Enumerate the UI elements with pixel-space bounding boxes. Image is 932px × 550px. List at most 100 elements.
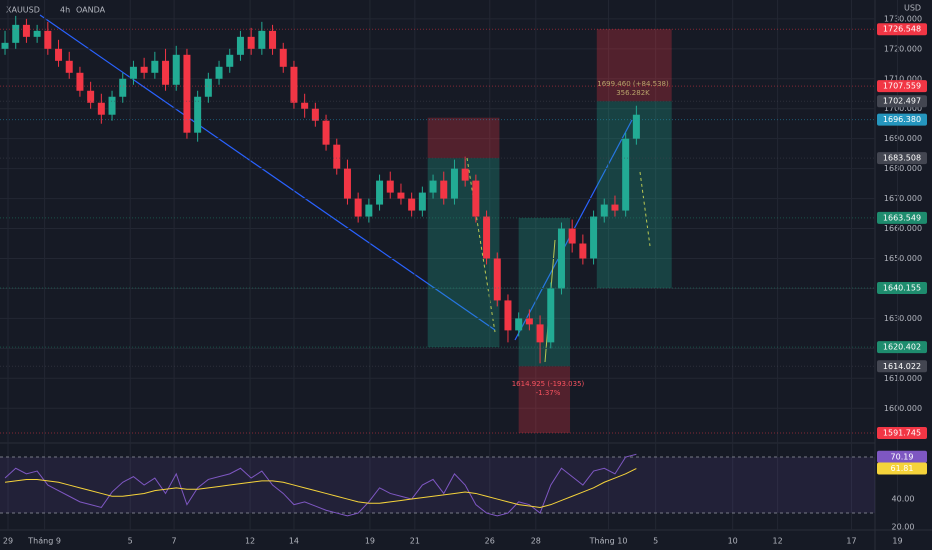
candle-body [55, 48, 63, 61]
candle-body [301, 102, 309, 109]
x-tick-label: 10 [728, 537, 738, 546]
candle-body [204, 78, 212, 97]
candle-body [343, 168, 351, 199]
price-tag-label: 1591.745 [883, 428, 921, 437]
candle-body [525, 318, 533, 325]
y-tick-label: 1690.000 [884, 134, 922, 143]
candle-body [108, 96, 116, 115]
price-tag [877, 426, 927, 439]
rsi-ma [4, 468, 637, 508]
candle-body [493, 258, 501, 301]
annotation: 1614.925 (-193.035) [512, 380, 585, 388]
candle-body [386, 180, 394, 193]
annotation: 356.282K [616, 89, 650, 97]
candle-body [568, 228, 576, 244]
candle-body [483, 216, 491, 259]
candle-body [162, 60, 170, 85]
candle-body [33, 30, 41, 37]
candle-body [536, 324, 544, 343]
y-tick-label: 1600.000 [884, 404, 922, 413]
candle-body [65, 60, 73, 73]
stop-zone [596, 29, 672, 102]
candle-body [87, 90, 95, 103]
candle-body [97, 102, 105, 115]
y-tick-label: 1630.000 [884, 314, 922, 323]
candle-body [632, 114, 640, 139]
candle-body [322, 120, 330, 145]
y-tick-label: 1710.000 [884, 74, 922, 83]
candle-body [140, 66, 148, 73]
candle-body [215, 66, 223, 79]
x-tick-label: 29 [3, 537, 13, 546]
rsi-tick-label: 40.00 [892, 495, 915, 504]
candle-body [151, 60, 159, 73]
price-tag-label: 1620.402 [883, 343, 921, 352]
x-tick-label: 5 [128, 537, 133, 546]
candle-body [236, 36, 244, 55]
candle-body [557, 228, 565, 289]
candle-body [365, 204, 373, 217]
price-tag-label: 1696.380 [883, 115, 921, 124]
candle-body [247, 36, 255, 49]
candle-body [226, 54, 234, 67]
candle-body [44, 30, 52, 49]
candle-body [22, 24, 30, 37]
price-tag-label: 1614.022 [883, 362, 921, 371]
x-tick-label: 26 [485, 537, 495, 546]
x-tick-label: Tháng 10 [589, 537, 628, 546]
candle-body [172, 54, 180, 85]
candle-body [600, 204, 608, 217]
price-tag-label: 1726.548 [883, 25, 921, 34]
candle-body [12, 24, 20, 43]
price-tag [877, 23, 927, 36]
y-tick-label: 1660.000 [884, 224, 922, 233]
source: OANDA [76, 6, 106, 15]
y-tick-label: 1610.000 [884, 374, 922, 383]
stop-zone [427, 117, 500, 159]
candle-body [418, 192, 426, 211]
y-tick-label: 1650.000 [884, 254, 922, 263]
price-tag [877, 341, 927, 354]
candle-body [269, 30, 277, 49]
x-tick-label: 12 [773, 537, 783, 546]
candle-body [311, 108, 319, 121]
annotation: -1.37% [536, 389, 561, 397]
candle-body [76, 72, 84, 91]
candle-body [504, 300, 512, 331]
price-tag [877, 360, 927, 373]
price-tag [877, 152, 927, 165]
x-tick-label: Tháng 9 [27, 537, 61, 546]
candle-body [119, 78, 127, 97]
candle-body [440, 180, 448, 199]
x-tick-label: 21 [410, 537, 420, 546]
candle-body [547, 288, 555, 343]
y-tick-label: 1700.000 [884, 104, 922, 113]
price-tag [877, 80, 927, 93]
candle-body [472, 180, 480, 217]
x-tick-label: 14 [289, 537, 299, 546]
price-tag-label: 1683.508 [883, 154, 921, 163]
candle-body [515, 318, 523, 331]
price-tag-label: 61.81 [891, 464, 914, 473]
price-tag [877, 450, 927, 463]
price-tag-label: 1707.559 [883, 82, 921, 91]
symbol: XAUUSD [6, 6, 40, 15]
x-tick-label: 28 [531, 537, 541, 546]
y-tick-label: 1670.000 [884, 194, 922, 203]
annotation: 1699.460 (+84.538) [597, 80, 669, 88]
x-tick-label: 19 [892, 537, 902, 546]
price-tag-label: 1640.155 [883, 283, 921, 292]
candle-body [622, 138, 630, 211]
price-tag [877, 281, 927, 294]
candle-body [611, 204, 619, 211]
x-tick-label: 19 [365, 537, 375, 546]
price-tag [877, 211, 927, 224]
candle-body [279, 48, 287, 67]
price-tag-label: 1702.497 [883, 97, 921, 106]
price-tag [877, 462, 927, 475]
stop-zone [518, 366, 571, 433]
candle-body [590, 216, 598, 259]
